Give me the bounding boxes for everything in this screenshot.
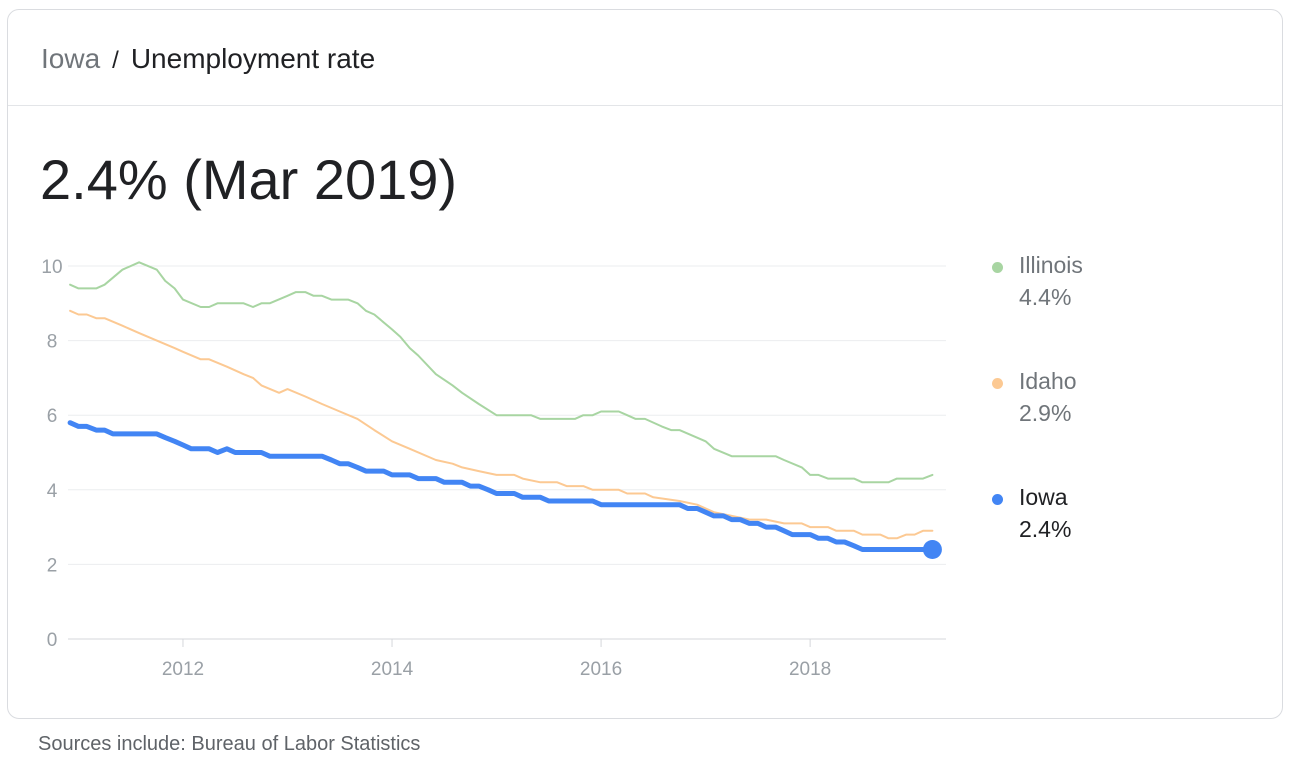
legend-value: 2.9% (1019, 400, 1072, 426)
end-markers (922, 539, 942, 559)
series-line-idaho (69, 309, 934, 540)
legend-value: 2.4% (1019, 516, 1072, 542)
y-tick-label: 6 (47, 406, 58, 427)
axis-layer: 0 2 4 6 8 10 2012 2014 2016 2018 (41, 257, 831, 680)
y-tick-label: 8 (47, 332, 58, 353)
legend-dot-iowa (992, 494, 1003, 505)
series-lines (67, 261, 935, 552)
unemployment-line-chart[interactable]: 0 2 4 6 8 10 2012 2014 2016 2018 (0, 0, 1298, 720)
legend-value: 4.4% (1019, 284, 1072, 310)
x-tick-label: 2018 (789, 659, 831, 680)
series-line-iowa (67, 420, 935, 552)
y-tick-label: 4 (47, 481, 58, 502)
breadcrumb-metric: Unemployment rate (130, 43, 376, 74)
headline-value: 2.4% (Mar 2019) (40, 148, 458, 211)
x-tick-label: 2016 (580, 659, 622, 680)
legend-name: Idaho (1019, 368, 1077, 394)
legend-dot-illinois (992, 262, 1003, 273)
x-tick-label: 2012 (162, 659, 204, 680)
grid-lines (68, 265, 946, 640)
x-tick-label: 2014 (371, 659, 414, 680)
legend-name: Iowa (1019, 484, 1068, 510)
source-attribution: Sources include: Bureau of Labor Statist… (38, 733, 421, 755)
legend-dot-idaho (992, 378, 1003, 389)
y-tick-label: 2 (47, 555, 58, 576)
end-marker-iowa (922, 539, 942, 559)
breadcrumb: Iowa / Unemployment rate (41, 42, 375, 78)
series-line-illinois (69, 261, 934, 484)
y-tick-label: 10 (41, 257, 62, 278)
breadcrumb-separator: / (112, 47, 119, 74)
breadcrumb-location[interactable]: Iowa (41, 43, 101, 74)
y-tick-label: 0 (47, 630, 58, 651)
card-header: Iowa / Unemployment rate (8, 10, 1282, 106)
legend-name: Illinois (1019, 252, 1083, 278)
